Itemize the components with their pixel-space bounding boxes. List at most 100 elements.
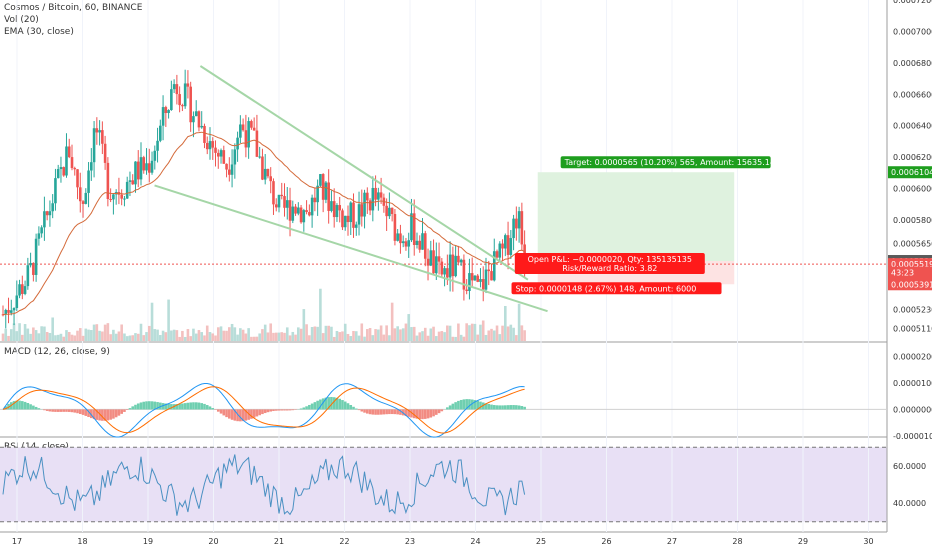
macd-histogram-bar [101, 409, 104, 421]
candle-body [67, 146, 71, 158]
candle-body [51, 203, 54, 212]
volume-bar [192, 328, 195, 341]
volume-bar [385, 325, 388, 341]
macd-histogram-bar [37, 408, 41, 410]
volume-bar [216, 327, 220, 341]
time-tick-label: 20 [208, 537, 218, 546]
target-label: Target: 0.0000565 (10.20%) 565, Amount: … [564, 158, 775, 167]
macd-histogram-bar [280, 409, 284, 411]
candle-body [517, 211, 521, 229]
volume-bar [484, 334, 488, 341]
volume-bar [330, 326, 333, 341]
macd-histogram-bar [84, 409, 88, 416]
macd-histogram-bar [299, 408, 303, 410]
price-tick-label: 0.0005800 [893, 216, 932, 225]
candle-body [45, 211, 49, 216]
macd-histogram-bar [258, 409, 261, 416]
volume-bar [310, 327, 314, 341]
candle-body [492, 251, 496, 281]
volume-bar [498, 334, 502, 341]
macd-histogram-bar [368, 409, 372, 415]
macd-histogram-bar [501, 405, 504, 410]
candle-body [9, 310, 13, 313]
macd-histogram-bar [70, 409, 74, 413]
candle-body [368, 200, 372, 211]
candle-body [512, 218, 515, 239]
volume-bar [95, 324, 99, 341]
volume-bar [48, 332, 52, 341]
macd-histogram-bar [23, 401, 27, 410]
volume-bar [208, 331, 212, 341]
candles [1, 69, 526, 329]
candle-body [150, 160, 154, 173]
macd-histogram-bar [432, 409, 435, 417]
volume-bar [341, 331, 344, 341]
volume-bar [462, 336, 466, 341]
candle-body [142, 157, 146, 171]
macd-histogram-bar [106, 409, 110, 421]
volume-bar [299, 328, 303, 341]
volume-bar [230, 323, 234, 341]
volume-bar [457, 323, 460, 341]
candle-body [440, 261, 444, 275]
volume-bar [106, 323, 110, 341]
macd-histogram-bar [283, 409, 286, 411]
macd-histogram-bar [476, 400, 480, 410]
volume-bar [241, 329, 245, 341]
volume-bar [147, 325, 151, 341]
volume-bar [346, 333, 350, 341]
macd-histogram-bar [29, 404, 32, 410]
volume-bar [412, 326, 416, 341]
macd-histogram-bar [12, 401, 16, 410]
macd-histogram-bar [228, 409, 231, 419]
volume-bar [283, 332, 286, 341]
rsi-band [0, 447, 887, 522]
candle-body [247, 121, 250, 148]
candle-body [371, 187, 375, 211]
volume-bar [368, 328, 372, 341]
macd-histogram-bar [48, 409, 52, 412]
macd-histogram-bar [404, 409, 408, 417]
candle-body [476, 275, 480, 282]
candle-body [468, 273, 471, 291]
candle-body [462, 259, 466, 290]
volume-bar [261, 329, 264, 341]
macd-tick-label: 0.0000000 [893, 405, 932, 414]
candle-body [470, 273, 474, 281]
macd-histogram-bar [490, 404, 493, 410]
macd-histogram-bar [385, 409, 388, 415]
price-tick-label: 0.0005230 [893, 306, 932, 315]
macd-histogram-bar [62, 409, 66, 412]
volume-bar [423, 327, 427, 341]
macd-histogram-bar [462, 399, 466, 410]
macd-histogram-bar [170, 404, 173, 410]
volume-bar [252, 336, 256, 341]
candle-body [175, 84, 179, 95]
candle-body [283, 196, 286, 208]
macd-histogram-bar [448, 405, 452, 410]
candle-body [332, 201, 336, 218]
macd-histogram-bar [523, 406, 526, 410]
candle-body [225, 163, 228, 170]
volume-bar [357, 335, 361, 341]
candle-body [288, 200, 292, 221]
volume-bar [443, 332, 446, 341]
volume-bar [51, 317, 54, 341]
candle-body [379, 192, 383, 198]
candle-body [172, 84, 176, 90]
macd-histogram-bar [421, 409, 424, 420]
candle-body [178, 94, 181, 106]
macd-histogram-bar [142, 401, 146, 410]
volume-bar [228, 327, 231, 341]
macd-histogram-bar [208, 406, 212, 410]
volume-bar [523, 330, 526, 341]
volume-bar [517, 303, 521, 341]
volume-bar [172, 329, 176, 341]
candle-body [125, 181, 129, 199]
candle-body [310, 197, 314, 216]
candle-body [194, 111, 198, 117]
macd-histogram-bar [139, 402, 143, 410]
volume-bar [7, 335, 10, 341]
volume-bar [432, 326, 435, 341]
